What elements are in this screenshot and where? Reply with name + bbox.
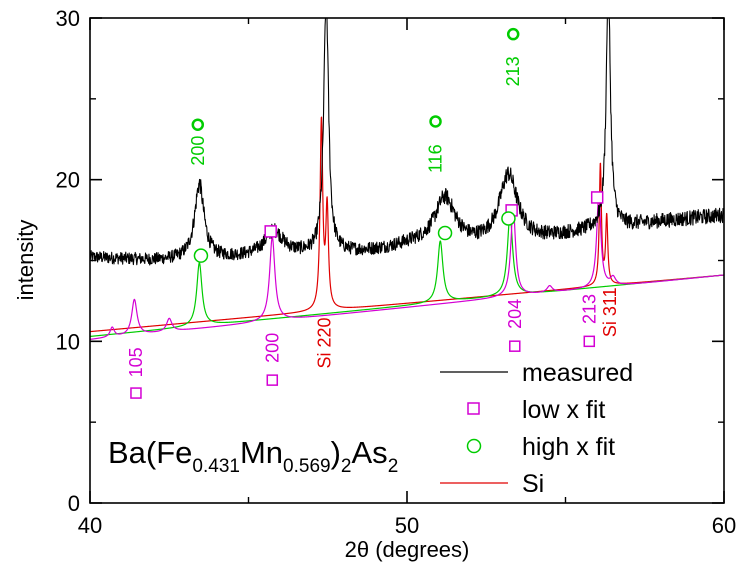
marker-high-x-fit-circle bbox=[437, 225, 453, 241]
legend-item-measured: measured bbox=[440, 359, 633, 387]
series-line-low-x-fit bbox=[89, 194, 725, 340]
annotation-square-marker bbox=[266, 374, 279, 386]
y-tick-label: 10 bbox=[56, 329, 80, 354]
x-tick-label: 60 bbox=[712, 513, 736, 538]
legend-label-measured: measured bbox=[522, 359, 633, 387]
annotation-200: 200 bbox=[262, 333, 282, 363]
compound-formula: Ba(Fe0.431Mn0.569)2As2 bbox=[108, 435, 398, 477]
x-axis-label: 2θ (degrees) bbox=[345, 537, 470, 562]
legend-label-si: Si bbox=[522, 470, 544, 498]
annotation-204: 204 bbox=[505, 299, 525, 329]
annotation-circle-marker bbox=[191, 118, 205, 131]
annotation-layer: 200 116 213 105 200 204 213 Si 220 Si 311 bbox=[126, 27, 620, 399]
y-tick-label: 30 bbox=[56, 6, 80, 31]
marker-high-x-fit-circle bbox=[501, 211, 516, 226]
annotation-square-marker bbox=[583, 335, 596, 348]
plot-frame bbox=[89, 17, 725, 504]
legend-item-high-x-fit: high x fit bbox=[466, 433, 615, 461]
legend-item-low-x-fit: low x fit bbox=[467, 396, 605, 424]
marker-low-x-fit-square bbox=[264, 225, 277, 238]
legend-swatch-high-x-fit bbox=[466, 438, 482, 454]
legend-swatch-low-x-fit bbox=[467, 402, 480, 415]
marker-layer bbox=[193, 191, 604, 263]
series-layer bbox=[89, 17, 725, 340]
y-tick-label: 20 bbox=[56, 168, 80, 193]
series-line-si bbox=[89, 116, 725, 333]
x-tick-label: 50 bbox=[395, 513, 419, 538]
y-axis-label: intensity bbox=[13, 220, 38, 301]
legend-label-low-x-fit: low x fit bbox=[522, 396, 605, 424]
series-line-high-x-fit bbox=[89, 214, 725, 338]
axis-ticks: 40 50 60 0 10 20 30 bbox=[56, 6, 737, 538]
annotation-circle-marker bbox=[429, 115, 442, 128]
legend: measured low x fit high x fit Si bbox=[440, 359, 633, 498]
legend-label-high-x-fit: high x fit bbox=[522, 433, 615, 461]
annotation-200: 200 bbox=[188, 136, 208, 166]
plot-area: 200 116 213 105 200 204 213 Si 220 Si 311 bbox=[89, 17, 725, 399]
x-tick-label: 40 bbox=[78, 513, 102, 538]
legend-item-si: Si bbox=[440, 470, 544, 498]
annotation-116: 116 bbox=[426, 144, 446, 173]
annotation-square-marker bbox=[130, 387, 142, 399]
annotation-213: 213 bbox=[503, 56, 523, 86]
annotation-si-220: Si 220 bbox=[315, 317, 335, 368]
marker-low-x-fit-square bbox=[590, 191, 604, 204]
annotation-105: 105 bbox=[126, 347, 146, 377]
annotation-square-marker bbox=[509, 340, 521, 352]
annotation-213: 213 bbox=[579, 294, 599, 324]
series-line-measured bbox=[89, 17, 725, 266]
y-tick-label: 0 bbox=[68, 491, 80, 516]
annotation-circle-marker bbox=[506, 27, 520, 41]
annotation-si-311: Si 311 bbox=[600, 287, 620, 337]
marker-high-x-fit-circle bbox=[193, 248, 209, 263]
